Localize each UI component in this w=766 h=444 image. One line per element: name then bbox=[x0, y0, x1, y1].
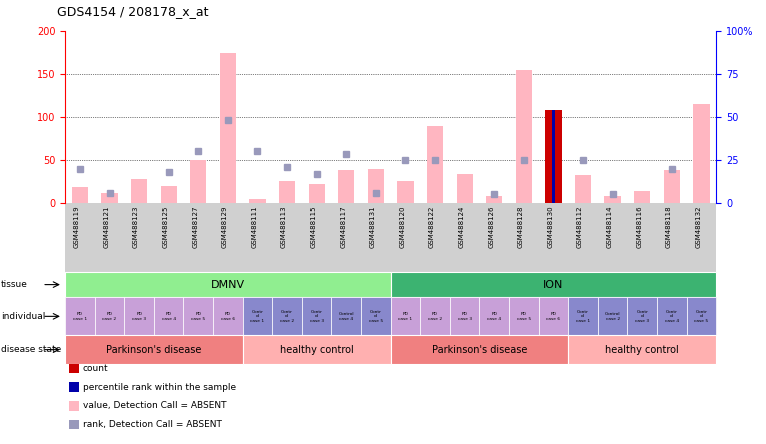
Text: percentile rank within the sample: percentile rank within the sample bbox=[83, 383, 236, 392]
Text: GSM488114: GSM488114 bbox=[607, 205, 613, 248]
Text: Contr
ol
case 2: Contr ol case 2 bbox=[280, 310, 294, 323]
Text: PD
case 2: PD case 2 bbox=[428, 312, 442, 321]
Text: PD
case 6: PD case 6 bbox=[546, 312, 561, 321]
Text: GSM488121: GSM488121 bbox=[103, 205, 110, 248]
Text: Contr
ol
case 4: Contr ol case 4 bbox=[665, 310, 679, 323]
Text: GSM488132: GSM488132 bbox=[696, 205, 702, 248]
Bar bbox=[250, 198, 266, 203]
Bar bbox=[72, 187, 88, 203]
Text: GSM488120: GSM488120 bbox=[399, 205, 405, 248]
Text: GSM488123: GSM488123 bbox=[133, 205, 139, 248]
Bar bbox=[575, 175, 591, 203]
Text: value, Detection Call = ABSENT: value, Detection Call = ABSENT bbox=[83, 401, 226, 410]
Bar bbox=[427, 126, 444, 203]
Bar bbox=[131, 179, 147, 203]
Text: GSM488116: GSM488116 bbox=[637, 205, 642, 248]
Text: GSM488130: GSM488130 bbox=[548, 205, 553, 248]
Bar bbox=[101, 193, 118, 203]
Bar bbox=[398, 182, 414, 203]
Text: Contr
ol
case 5: Contr ol case 5 bbox=[694, 310, 709, 323]
Text: rank, Detection Call = ABSENT: rank, Detection Call = ABSENT bbox=[83, 420, 221, 429]
Text: GSM488131: GSM488131 bbox=[370, 205, 376, 248]
Text: PD
case 3: PD case 3 bbox=[457, 312, 472, 321]
Text: GSM488112: GSM488112 bbox=[577, 205, 583, 248]
Text: Control
case 2: Control case 2 bbox=[605, 312, 620, 321]
Bar bbox=[486, 196, 502, 203]
Text: PD
case 3: PD case 3 bbox=[132, 312, 146, 321]
Bar bbox=[663, 170, 680, 203]
Text: Parkinson's disease: Parkinson's disease bbox=[106, 345, 201, 355]
Text: count: count bbox=[83, 364, 108, 373]
Bar bbox=[457, 174, 473, 203]
Text: GSM488124: GSM488124 bbox=[459, 205, 465, 247]
Text: healthy control: healthy control bbox=[605, 345, 679, 355]
Text: ION: ION bbox=[543, 280, 564, 289]
Text: Contr
ol
case 1: Contr ol case 1 bbox=[250, 310, 264, 323]
Bar bbox=[634, 191, 650, 203]
Text: Contr
ol
case 1: Contr ol case 1 bbox=[576, 310, 590, 323]
Text: GSM488127: GSM488127 bbox=[192, 205, 198, 248]
Text: Parkinson's disease: Parkinson's disease bbox=[432, 345, 527, 355]
Bar bbox=[161, 186, 177, 203]
Text: GSM488128: GSM488128 bbox=[518, 205, 524, 248]
Text: disease state: disease state bbox=[1, 345, 61, 354]
Text: GSM488117: GSM488117 bbox=[340, 205, 346, 248]
Text: PD
case 4: PD case 4 bbox=[162, 312, 175, 321]
Bar bbox=[552, 110, 555, 203]
Text: individual: individual bbox=[1, 312, 45, 321]
Text: GSM488113: GSM488113 bbox=[281, 205, 287, 248]
Bar bbox=[516, 70, 532, 203]
Text: Contr
ol
case 3: Contr ol case 3 bbox=[635, 310, 650, 323]
Text: PD
case 2: PD case 2 bbox=[103, 312, 116, 321]
Bar bbox=[545, 110, 561, 203]
Text: GDS4154 / 208178_x_at: GDS4154 / 208178_x_at bbox=[57, 4, 209, 18]
Text: PD
case 1: PD case 1 bbox=[73, 312, 87, 321]
Bar bbox=[693, 104, 709, 203]
Text: DMNV: DMNV bbox=[211, 280, 245, 289]
Text: tissue: tissue bbox=[1, 280, 28, 289]
Bar bbox=[220, 52, 236, 203]
Bar bbox=[190, 160, 206, 203]
Text: GSM488119: GSM488119 bbox=[74, 205, 80, 248]
Text: healthy control: healthy control bbox=[280, 345, 354, 355]
Text: GSM488122: GSM488122 bbox=[429, 205, 435, 247]
Text: PD
case 6: PD case 6 bbox=[221, 312, 235, 321]
Bar bbox=[279, 182, 295, 203]
Text: GSM488126: GSM488126 bbox=[488, 205, 494, 248]
Text: PD
case 4: PD case 4 bbox=[487, 312, 501, 321]
Text: GSM488125: GSM488125 bbox=[162, 205, 169, 247]
Text: PD
case 1: PD case 1 bbox=[398, 312, 413, 321]
Text: GSM488115: GSM488115 bbox=[311, 205, 316, 248]
Text: Contr
ol
case 5: Contr ol case 5 bbox=[368, 310, 383, 323]
Text: GSM488118: GSM488118 bbox=[666, 205, 672, 248]
Text: PD
case 5: PD case 5 bbox=[517, 312, 531, 321]
Text: PD
case 5: PD case 5 bbox=[192, 312, 205, 321]
Bar bbox=[309, 184, 325, 203]
Text: GSM488129: GSM488129 bbox=[222, 205, 228, 248]
Bar bbox=[338, 170, 355, 203]
Bar bbox=[368, 169, 384, 203]
Bar bbox=[604, 196, 620, 203]
Text: Contr
ol
case 3: Contr ol case 3 bbox=[309, 310, 324, 323]
Text: Control
case 4: Control case 4 bbox=[339, 312, 354, 321]
Text: GSM488111: GSM488111 bbox=[251, 205, 257, 248]
